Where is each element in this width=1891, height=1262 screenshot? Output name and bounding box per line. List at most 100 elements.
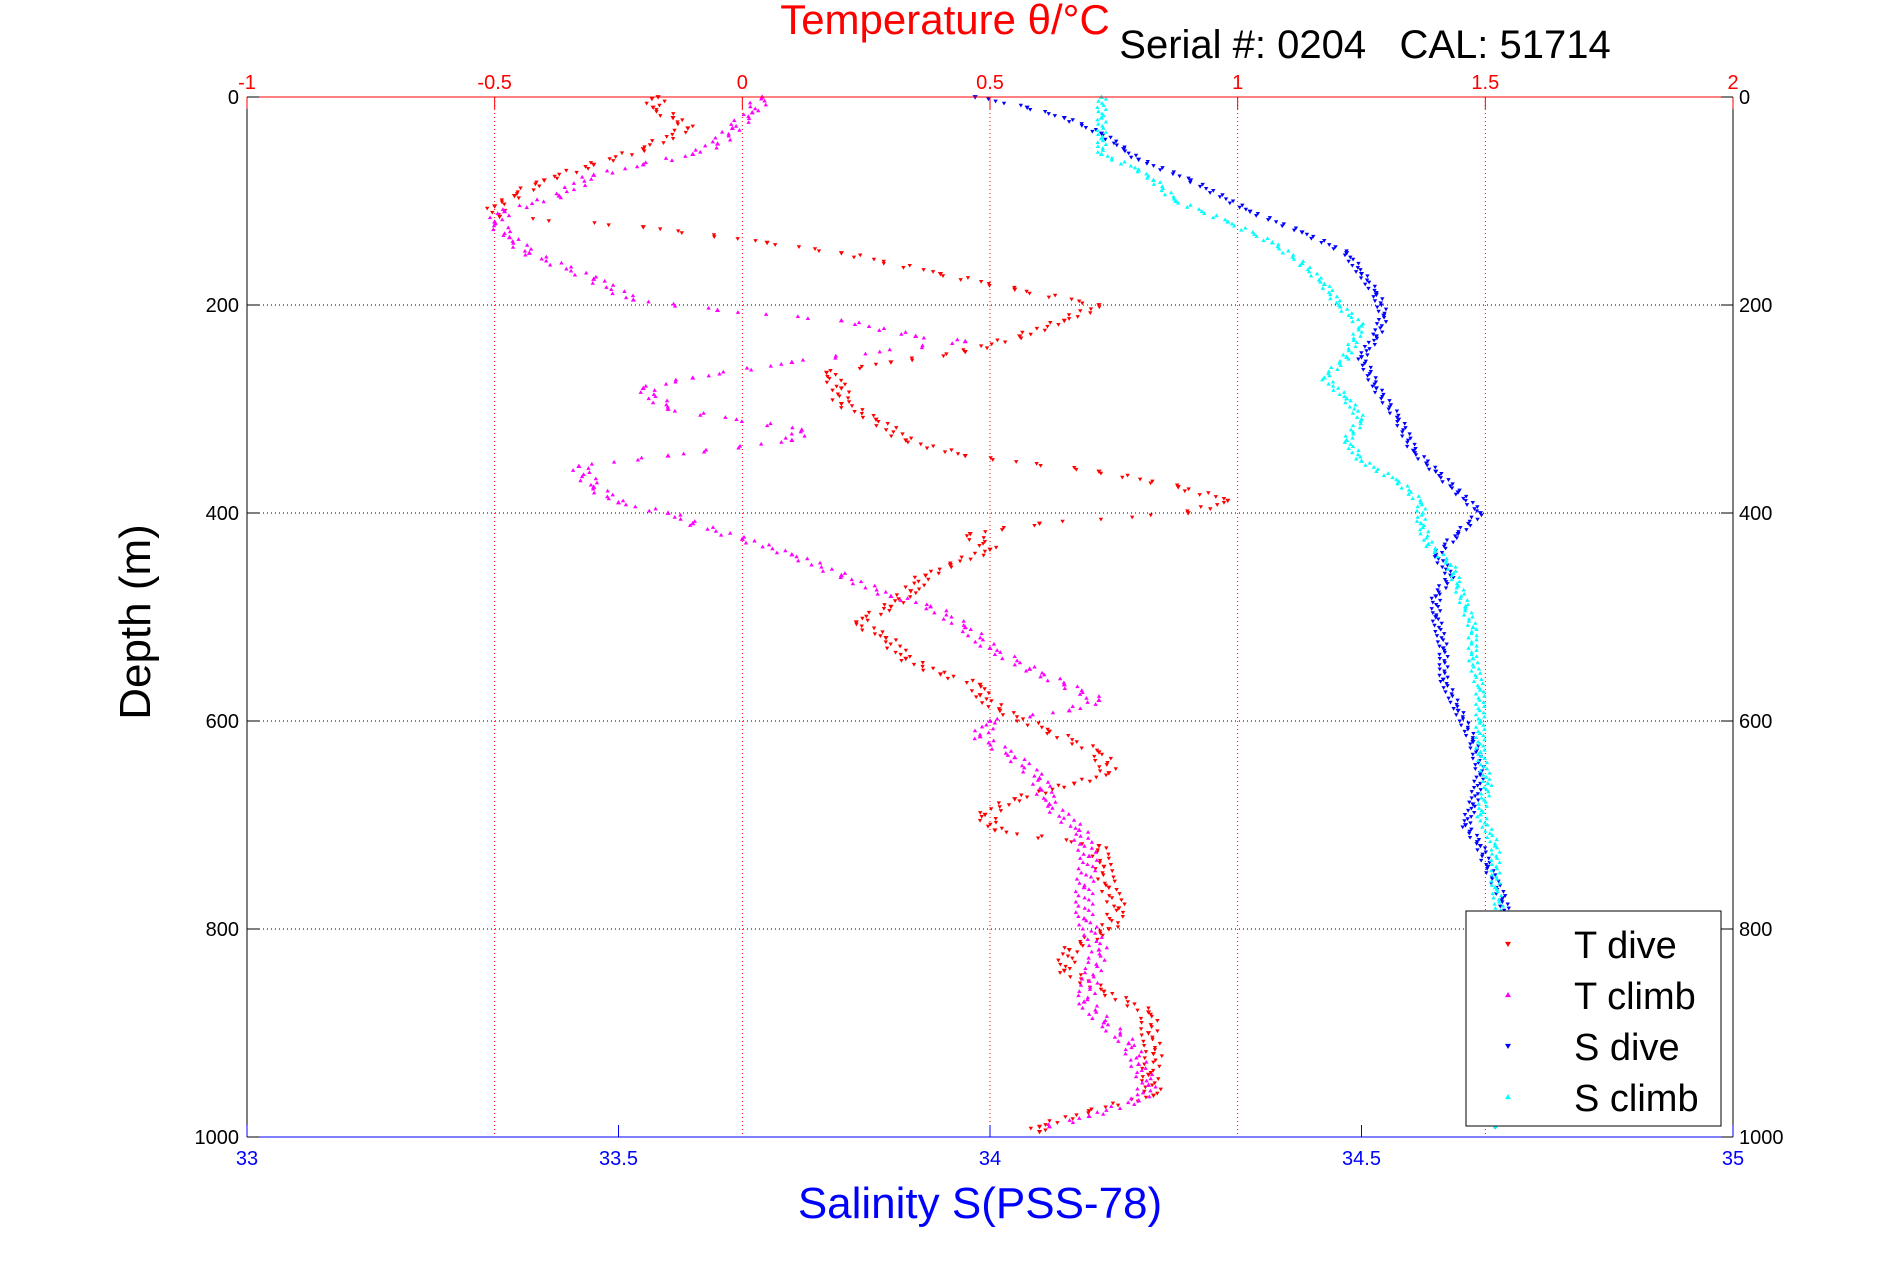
data-point	[1066, 317, 1072, 321]
data-point	[1063, 1115, 1068, 1120]
data-point	[1476, 666, 1482, 671]
data-point	[986, 282, 992, 286]
data-point	[1466, 618, 1472, 623]
data-point	[665, 510, 671, 515]
data-point	[1273, 220, 1279, 224]
data-point	[1396, 413, 1401, 418]
data-point	[858, 579, 864, 584]
data-point	[726, 131, 731, 136]
data-point	[1046, 729, 1053, 734]
data-point	[1155, 1029, 1160, 1034]
data-point	[1417, 527, 1423, 532]
data-point	[591, 162, 597, 168]
data-point	[1366, 378, 1371, 383]
data-point	[992, 720, 998, 725]
data-point	[1086, 897, 1092, 902]
data-point	[1125, 1004, 1130, 1009]
data-point	[1506, 906, 1512, 911]
data-point	[1342, 440, 1348, 444]
data-point	[1380, 330, 1385, 335]
data-point	[1046, 112, 1051, 116]
data-point	[1148, 1023, 1154, 1027]
data-point	[1371, 465, 1377, 469]
data-point	[1322, 238, 1327, 243]
data-point	[727, 137, 733, 142]
data-point	[698, 149, 703, 154]
data-point	[926, 577, 931, 582]
data-point	[1116, 1039, 1121, 1043]
data-point	[996, 801, 1002, 806]
data-point	[1465, 817, 1470, 821]
data-point	[1492, 901, 1497, 906]
data-point	[1497, 870, 1502, 875]
data-point	[1133, 1074, 1139, 1079]
data-point	[1206, 491, 1211, 495]
data-point	[1019, 763, 1025, 768]
data-point	[543, 258, 549, 263]
data-point	[812, 247, 818, 252]
data-point	[779, 361, 784, 366]
data-point	[1012, 797, 1018, 802]
data-point	[1089, 949, 1094, 954]
data-point	[887, 347, 892, 352]
data-point	[1063, 964, 1068, 969]
data-point	[1440, 677, 1446, 682]
data-point	[1469, 668, 1474, 673]
data-point	[1499, 898, 1504, 903]
data-point	[1465, 725, 1471, 730]
data-point	[497, 214, 503, 220]
data-point	[1469, 827, 1474, 832]
data-point	[1076, 993, 1081, 998]
data-point	[1410, 496, 1415, 500]
data-point	[1414, 508, 1420, 513]
data-point	[1443, 690, 1448, 695]
data-point	[1105, 153, 1110, 158]
data-point	[1148, 513, 1153, 518]
data-point	[1378, 301, 1383, 306]
data-point	[958, 278, 963, 282]
data-point	[1366, 286, 1371, 291]
data-point	[993, 820, 999, 825]
data-point	[992, 652, 998, 656]
data-point	[1356, 261, 1361, 266]
data-point	[585, 166, 591, 171]
data-point	[1096, 947, 1102, 952]
data-point	[1425, 459, 1431, 464]
data-point	[1438, 627, 1443, 632]
data-point	[1143, 1050, 1149, 1054]
data-point	[622, 289, 627, 294]
data-point	[610, 492, 615, 497]
data-point	[838, 401, 844, 407]
data-point	[947, 563, 953, 568]
data-point	[1474, 643, 1479, 648]
data-point	[1338, 363, 1343, 367]
data-point	[1474, 654, 1479, 659]
data-point	[606, 496, 611, 501]
data-point	[1423, 506, 1428, 511]
data-point	[1485, 864, 1491, 870]
data-point	[1390, 475, 1395, 480]
data-point	[524, 205, 529, 210]
data-point	[591, 172, 597, 177]
data-point	[1476, 752, 1481, 756]
data-point	[1143, 1066, 1148, 1070]
data-point	[1050, 806, 1055, 810]
data-point	[1445, 654, 1450, 659]
data-point	[824, 380, 830, 385]
data-point	[920, 664, 925, 669]
data-point	[1068, 824, 1073, 828]
data-point	[672, 514, 677, 519]
data-point	[1483, 799, 1488, 804]
data-point	[671, 112, 676, 116]
data-point	[1171, 196, 1177, 201]
data-point	[610, 170, 615, 175]
data-point	[1320, 286, 1326, 290]
data-point	[1100, 1024, 1105, 1029]
data-point	[1346, 346, 1351, 351]
legend-label: S climb	[1574, 1078, 1699, 1120]
data-point	[1437, 663, 1442, 668]
data-point	[1047, 1119, 1052, 1123]
data-point	[1101, 126, 1106, 130]
data-point	[1462, 604, 1469, 609]
data-point	[884, 646, 890, 651]
